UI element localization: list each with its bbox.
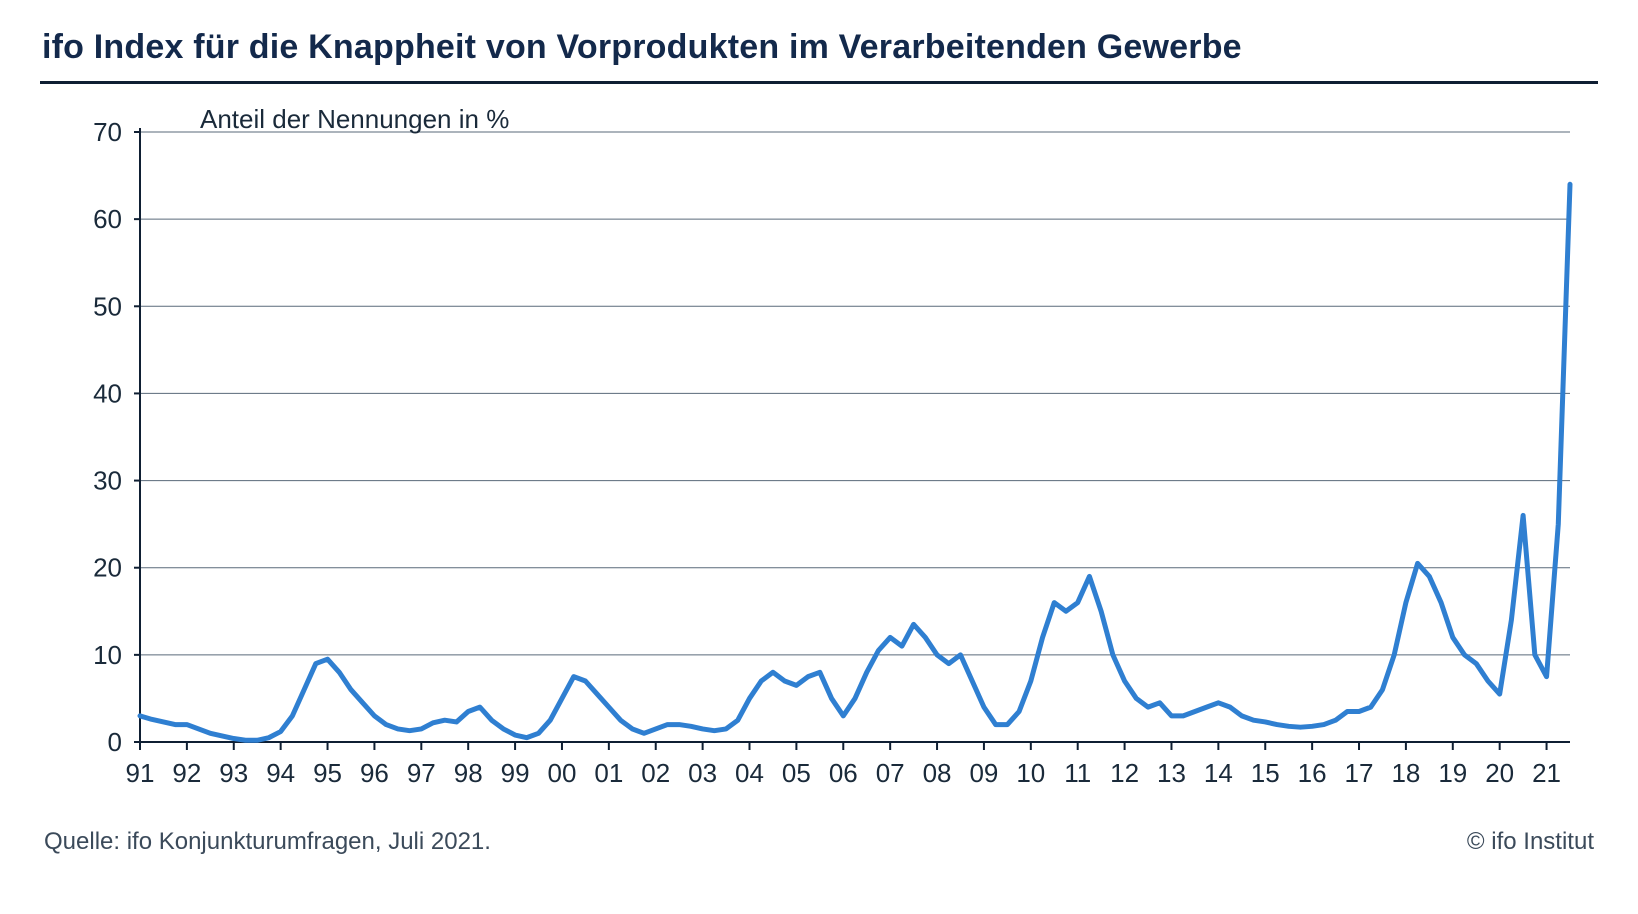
chart-title: ifo Index für die Knappheit von Vorprodu… bbox=[42, 28, 1598, 67]
x-tick-label: 06 bbox=[829, 758, 858, 788]
x-tick-label: 92 bbox=[172, 758, 201, 788]
source-text: Quelle: ifo Konjunkturumfragen, Juli 202… bbox=[44, 828, 491, 856]
y-tick-label: 0 bbox=[108, 727, 122, 757]
x-tick-label: 19 bbox=[1438, 758, 1467, 788]
x-tick-label: 12 bbox=[1110, 758, 1139, 788]
title-rule bbox=[40, 81, 1598, 84]
x-tick-label: 02 bbox=[641, 758, 670, 788]
x-tick-label: 04 bbox=[735, 758, 764, 788]
y-tick-label: 40 bbox=[93, 378, 122, 408]
x-tick-label: 08 bbox=[923, 758, 952, 788]
x-tick-label: 18 bbox=[1391, 758, 1420, 788]
x-tick-label: 97 bbox=[407, 758, 436, 788]
y-tick-label: 50 bbox=[93, 291, 122, 321]
x-tick-label: 09 bbox=[969, 758, 998, 788]
line-chart-svg: 0 10 20 30 40 50 60 70 91 92 93 94 95 96 97 98 99 00 01 02 0… bbox=[40, 102, 1598, 822]
x-tick-label: 15 bbox=[1251, 758, 1280, 788]
x-tick-label: 95 bbox=[313, 758, 342, 788]
x-tick-label: 17 bbox=[1345, 758, 1374, 788]
x-tick-label: 16 bbox=[1298, 758, 1327, 788]
x-tick-label: 21 bbox=[1532, 758, 1561, 788]
x-tick-label: 98 bbox=[454, 758, 483, 788]
x-tick-label: 20 bbox=[1485, 758, 1514, 788]
x-tick-label: 96 bbox=[360, 758, 389, 788]
data-line bbox=[140, 184, 1570, 740]
y-tick-label: 20 bbox=[93, 553, 122, 583]
credit-text: © ifo Institut bbox=[1467, 828, 1594, 856]
chart-area: 0 10 20 30 40 50 60 70 91 92 93 94 95 96 97 98 99 00 01 02 0… bbox=[40, 102, 1598, 822]
y-tick-label: 30 bbox=[93, 466, 122, 496]
chart-footer: Quelle: ifo Konjunkturumfragen, Juli 202… bbox=[40, 828, 1598, 856]
x-tick-label: 05 bbox=[782, 758, 811, 788]
x-tick-label: 13 bbox=[1157, 758, 1186, 788]
x-tick-label: 10 bbox=[1016, 758, 1045, 788]
x-tick-label: 11 bbox=[1064, 758, 1091, 788]
x-tick-label: 94 bbox=[266, 758, 295, 788]
x-tick-label: 14 bbox=[1204, 758, 1233, 788]
x-tick-label: 00 bbox=[548, 758, 577, 788]
x-tick-label: 93 bbox=[219, 758, 248, 788]
x-tick-label: 07 bbox=[876, 758, 905, 788]
x-tick-label: 91 bbox=[126, 758, 155, 788]
x-tick-label: 99 bbox=[501, 758, 530, 788]
x-tick-label: 03 bbox=[688, 758, 717, 788]
x-tick-label: 01 bbox=[594, 758, 623, 788]
y-tick-label: 10 bbox=[93, 640, 122, 670]
y-tick-label: 70 bbox=[93, 117, 122, 147]
chart-subtitle: Anteil der Nennungen in % bbox=[200, 104, 509, 134]
y-tick-label: 60 bbox=[93, 204, 122, 234]
